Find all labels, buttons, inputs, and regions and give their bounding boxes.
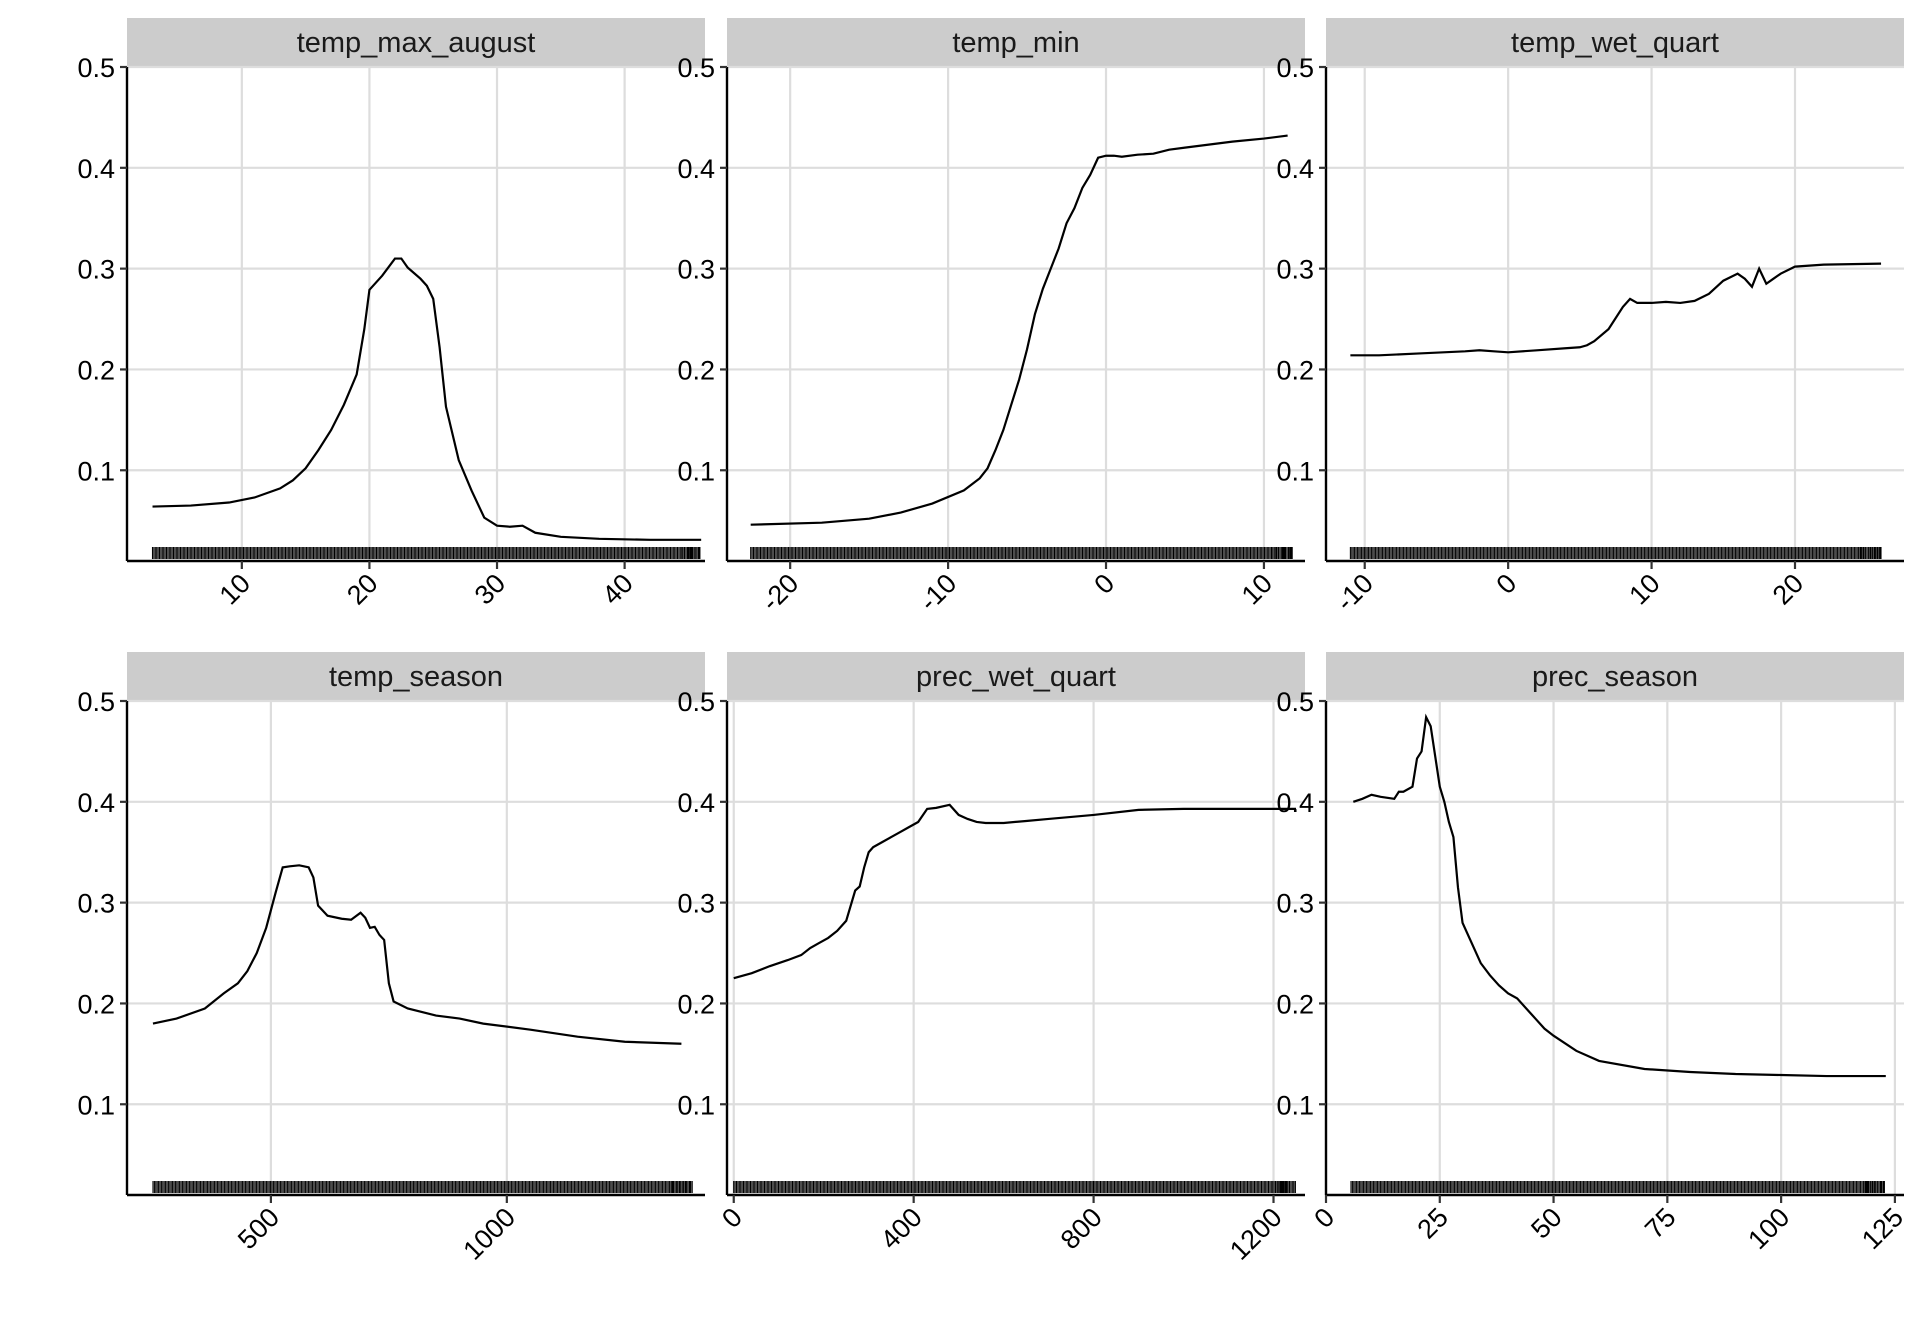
y-tick-label: 0.4 (1276, 154, 1314, 184)
rug-marks (151, 547, 701, 559)
facet-title: prec_wet_quart (916, 661, 1116, 693)
rug-tick (1349, 547, 1882, 559)
y-tick-label: 0.4 (77, 788, 115, 818)
rug-tick (151, 547, 701, 559)
y-tick-label: 0.5 (1276, 687, 1314, 717)
facet-strip (1326, 18, 1904, 66)
rug-marks (750, 547, 1293, 559)
y-tick-label: 0.1 (1276, 456, 1314, 486)
y-tick-label: 0.4 (677, 154, 715, 184)
rug-tick (152, 1181, 693, 1193)
facet-title: temp_max_august (297, 27, 536, 59)
series-line (1352, 713, 1886, 1078)
facet-strip (1326, 652, 1904, 700)
rug-marks (733, 1181, 1296, 1193)
y-tick-label: 0.1 (77, 1090, 115, 1120)
rug-marks (152, 1181, 693, 1193)
y-tick-label: 0.4 (1276, 788, 1314, 818)
y-tick-label: 0.2 (1276, 989, 1314, 1019)
rug-tick (733, 1181, 1296, 1193)
series-line (152, 257, 702, 541)
y-tick-label: 0.3 (1276, 889, 1314, 919)
rug-tick (750, 547, 1293, 559)
y-tick-label: 0.3 (677, 255, 715, 285)
y-tick-label: 0.2 (677, 355, 715, 385)
facet-title: temp_min (952, 27, 1079, 59)
rug-tick (1350, 1181, 1885, 1193)
y-tick-label: 0.3 (77, 255, 115, 285)
y-tick-label: 0.5 (1276, 53, 1314, 83)
facet-title: temp_wet_quart (1511, 27, 1719, 59)
y-tick-label: 0.1 (1276, 1090, 1314, 1120)
series-line (1350, 262, 1882, 357)
rug-marks (1349, 547, 1882, 559)
y-tick-label: 0.3 (77, 889, 115, 919)
y-tick-label: 0.3 (1276, 255, 1314, 285)
y-tick-label: 0.2 (77, 355, 115, 385)
rug-marks (1350, 1181, 1885, 1193)
y-tick-label: 0.4 (77, 154, 115, 184)
y-tick-label: 0.5 (77, 53, 115, 83)
y-tick-label: 0.5 (77, 687, 115, 717)
y-tick-label: 0.5 (677, 687, 715, 717)
series-line (733, 803, 1296, 980)
facet-strip (727, 652, 1305, 700)
facet-title: temp_season (329, 661, 503, 693)
series-line (750, 134, 1288, 526)
series-line (152, 864, 682, 1045)
y-tick-label: 0.3 (677, 889, 715, 919)
y-tick-label: 0.4 (677, 788, 715, 818)
y-tick-label: 0.1 (677, 1090, 715, 1120)
y-tick-label: 0.2 (677, 989, 715, 1019)
facet-strip (127, 18, 705, 66)
y-tick-label: 0.2 (1276, 355, 1314, 385)
y-tick-label: 0.2 (77, 989, 115, 1019)
y-tick-label: 0.1 (77, 456, 115, 486)
facet-strip (127, 652, 705, 700)
facet-title: prec_season (1532, 661, 1698, 693)
facet-strip (727, 18, 1305, 66)
y-tick-label: 0.5 (677, 53, 715, 83)
y-tick-label: 0.1 (677, 456, 715, 486)
